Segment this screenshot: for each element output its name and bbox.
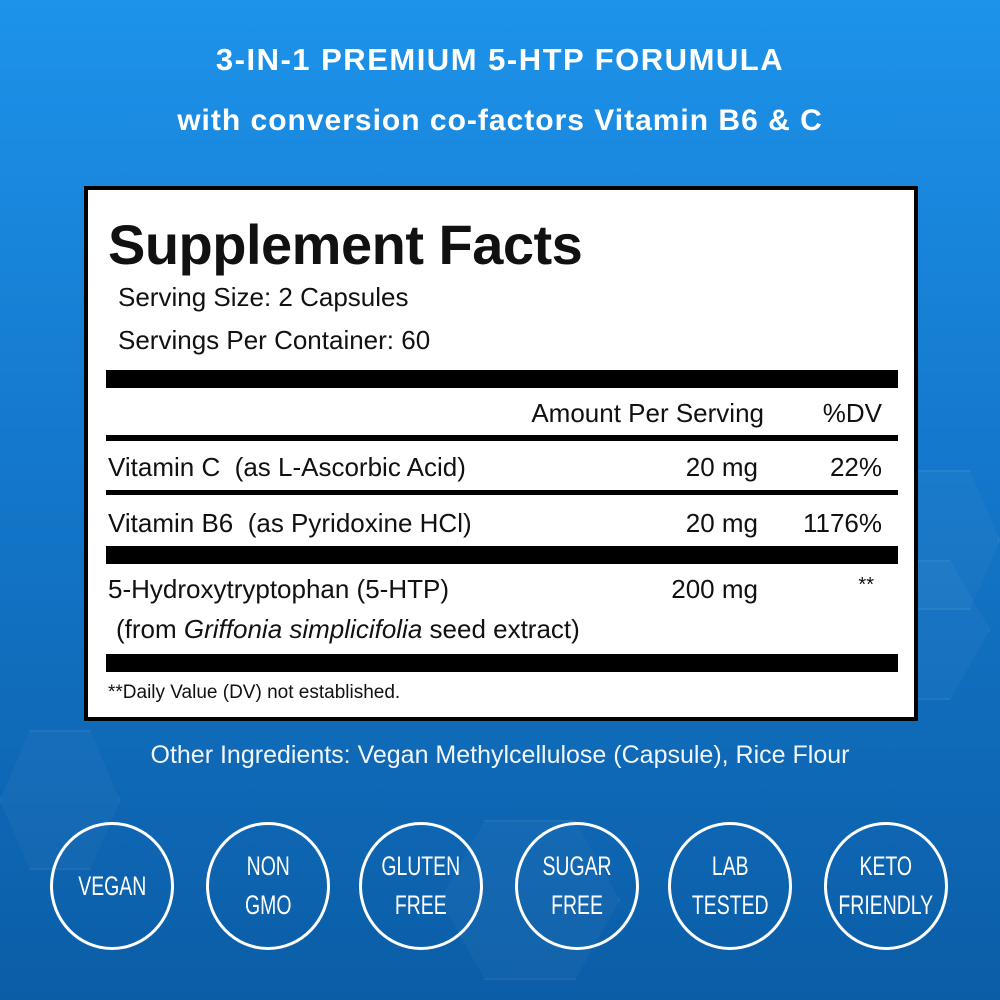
badge-text: GMO — [244, 890, 292, 920]
badge-text: NON — [246, 851, 290, 881]
nutrient-dv: ** — [858, 574, 874, 596]
source-prefix: (from — [116, 614, 184, 644]
badge-text: FREE — [551, 890, 603, 920]
servings-per-container: Servings Per Container: 60 — [118, 325, 431, 355]
badge-text: KETO — [859, 851, 913, 881]
divider — [106, 435, 898, 441]
badge-gluten-free: GLUTEN FREE — [359, 822, 483, 950]
footnote: **Daily Value (DV) not established. — [108, 682, 401, 703]
serving-size: Serving Size: 2 Capsules — [118, 282, 409, 312]
nutrient-row: Vitamin B6 (as Pyridoxine HCl) 20 mg 117… — [108, 508, 882, 539]
nutrient-amount: 200 mg — [671, 574, 758, 604]
nutrient-name: 5-Hydroxytryptophan (5-HTP) — [108, 574, 449, 604]
badge-keto-friendly: KETO FRIENDLY — [824, 822, 948, 950]
nutrient-source: (from Griffonia simplicifolia seed extra… — [116, 614, 890, 645]
headline: 3-IN-1 PREMIUM 5-HTP FORUMULA — [215, 42, 785, 77]
dv-header: %DV — [822, 398, 882, 428]
subheadline: with conversion co-factors Vitamin B6 & … — [177, 104, 823, 137]
nutrient-amount: 20 mg — [685, 452, 758, 482]
badge-text: SUGAR — [542, 851, 612, 881]
badge-non-gmo: NON GMO — [206, 822, 330, 950]
nutrient-name: Vitamin B6 (as Pyridoxine HCl) — [108, 508, 472, 538]
divider — [106, 490, 898, 495]
supplement-facts-label: Supplement Facts Serving Size: 2 Capsule… — [84, 186, 918, 721]
badge-text: TESTED — [691, 890, 769, 920]
badge-vegan: VEGAN — [50, 822, 174, 950]
amount-header: Amount Per Serving — [531, 398, 764, 428]
nutrient-name: Vitamin C (as L-Ascorbic Acid) — [108, 452, 466, 482]
badge-text: LAB — [711, 851, 749, 881]
nutrient-row: 5-Hydroxytryptophan (5-HTP) 200 mg ** — [108, 574, 882, 605]
source-suffix: seed extract) — [422, 614, 580, 644]
badge-lab-tested: LAB TESTED — [668, 822, 792, 950]
divider-thick — [106, 654, 898, 672]
nutrient-amount: 20 mg — [685, 508, 758, 538]
nutrient-row: Vitamin C (as L-Ascorbic Acid) 20 mg 22% — [108, 452, 882, 483]
facts-title: Supplement Facts — [108, 213, 583, 276]
divider-thick — [106, 370, 898, 388]
badge-sugar-free: SUGAR FREE — [515, 822, 639, 950]
other-ingredients: Other Ingredients: Vegan Methylcellulose… — [150, 741, 850, 769]
source-species: Griffonia simplicifolia — [183, 614, 423, 644]
badge-text: FRIENDLY — [838, 890, 934, 920]
nutrient-dv: 1176% — [802, 508, 882, 538]
badge-text: FREE — [395, 890, 447, 920]
nutrient-dv: 22% — [829, 452, 882, 482]
badge-text: GLUTEN — [381, 851, 461, 881]
divider-thick — [106, 546, 898, 564]
badge-text: VEGAN — [77, 870, 147, 901]
